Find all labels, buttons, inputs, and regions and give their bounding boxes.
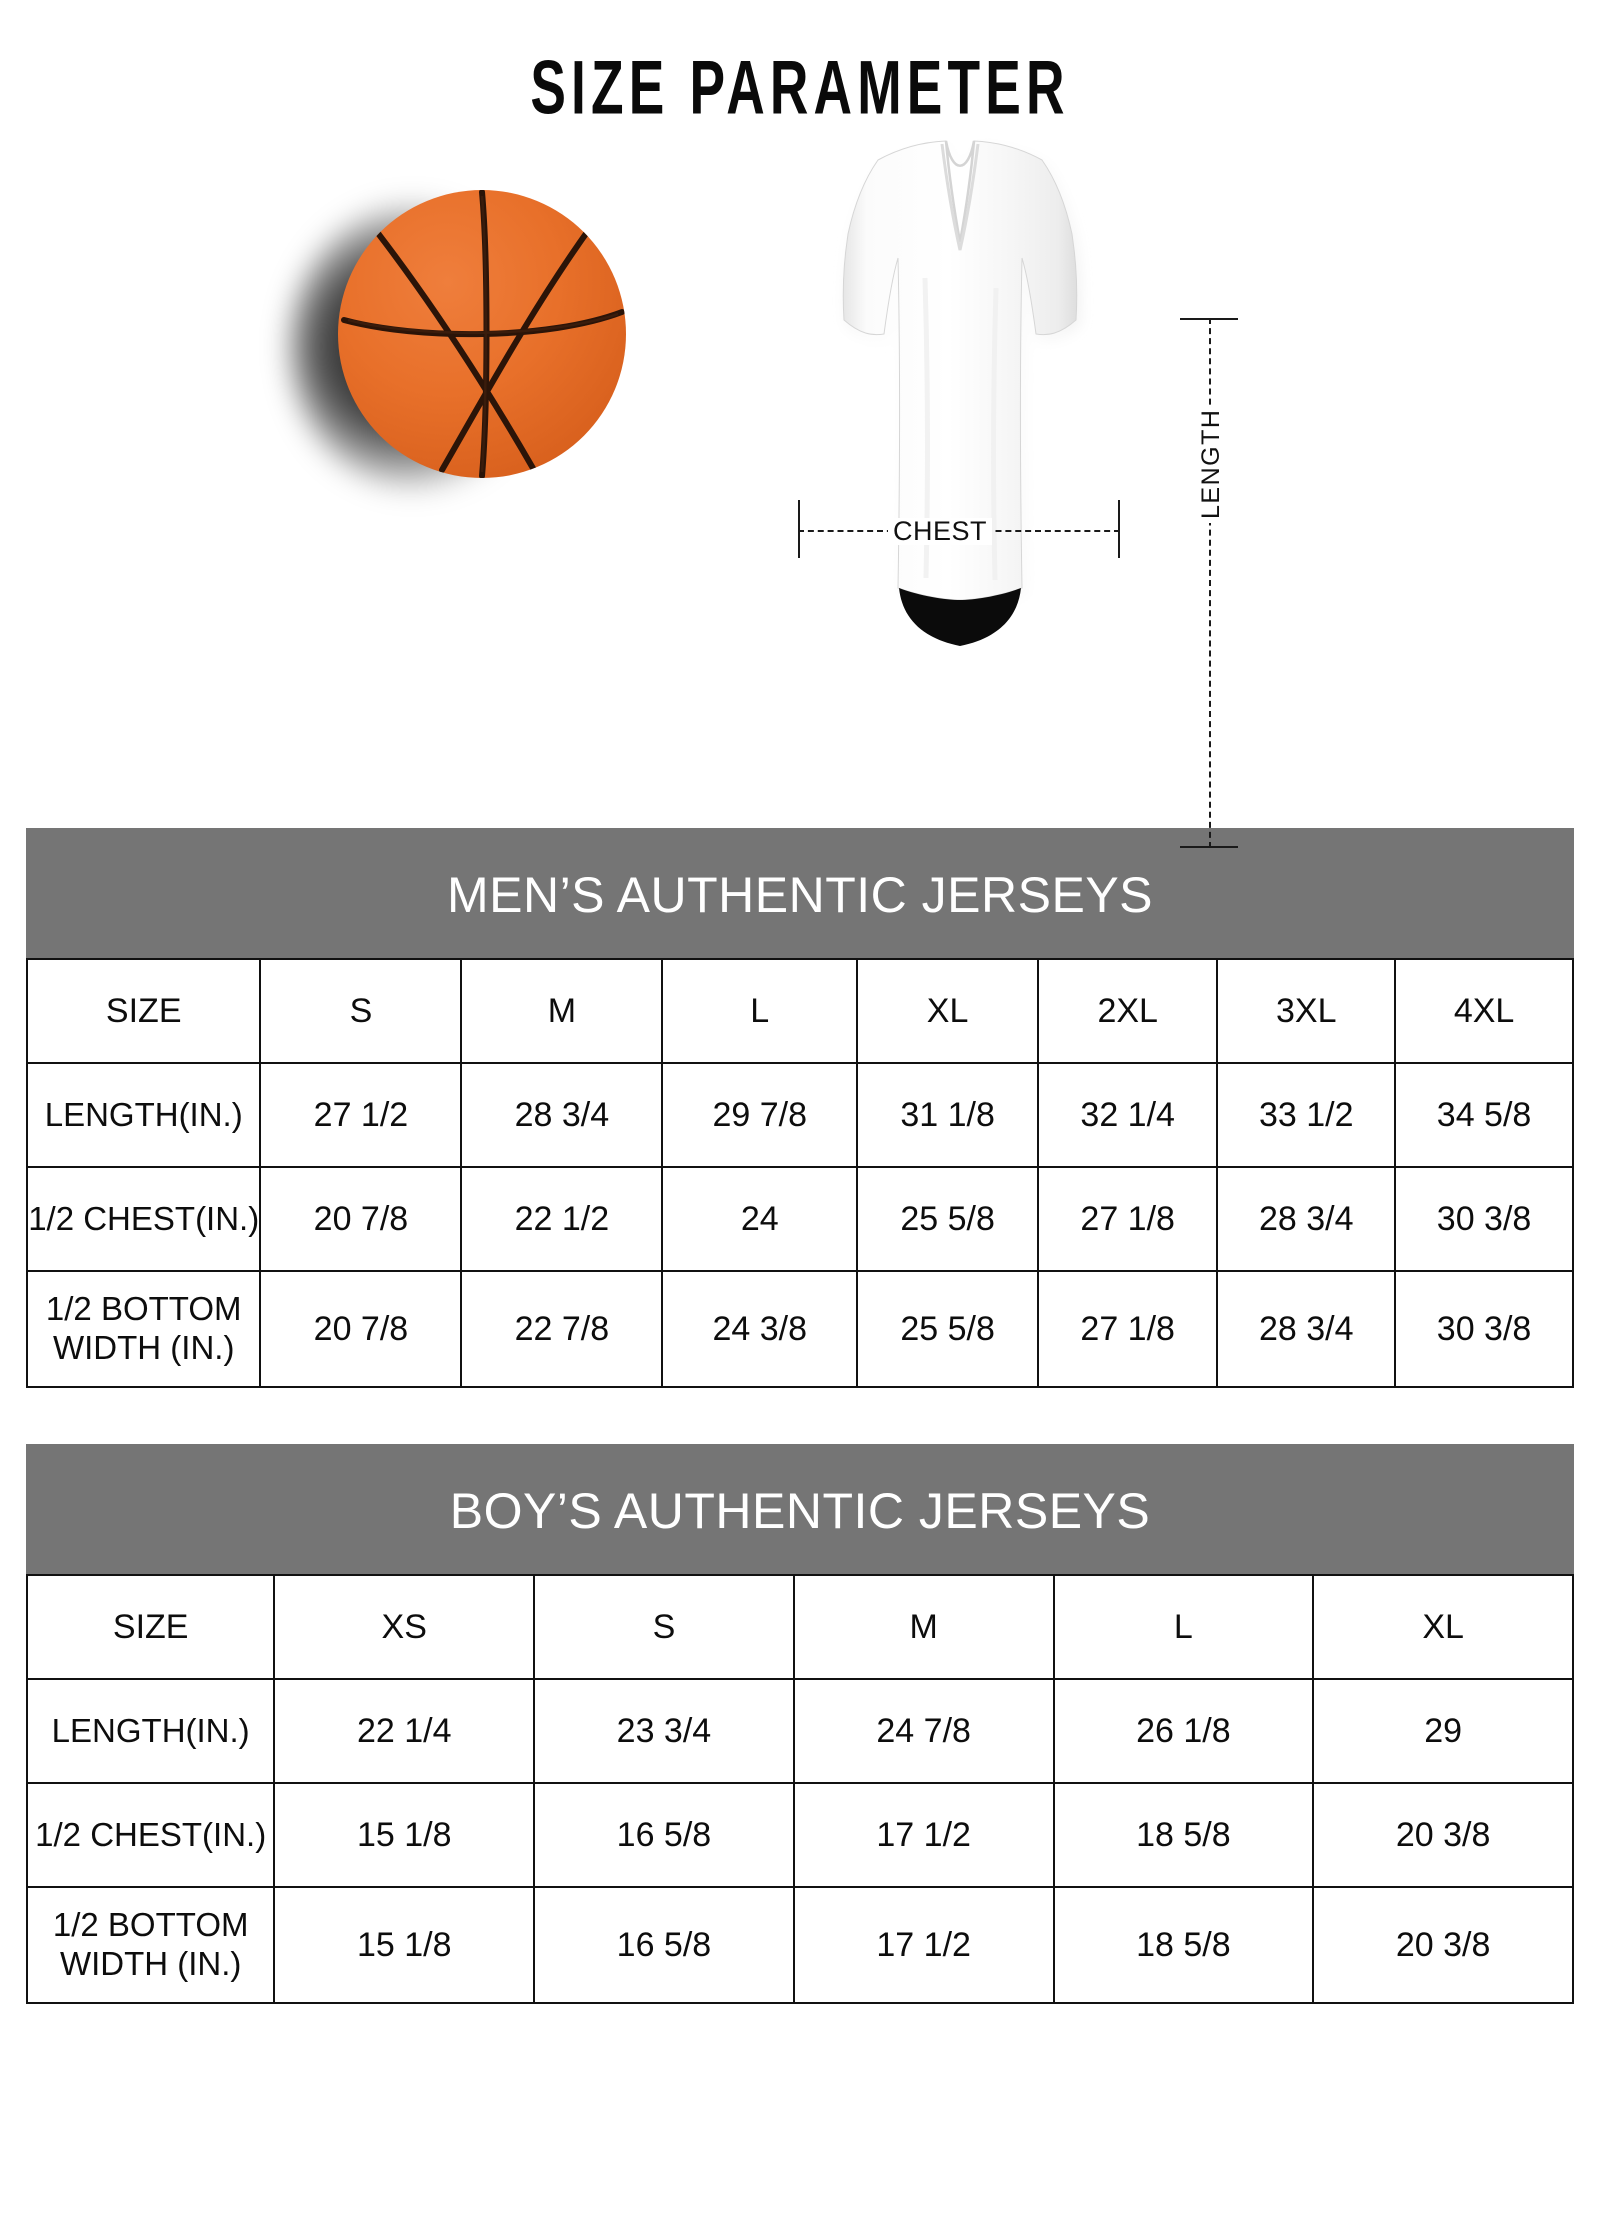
cell-bottom-4xl: 30 3/8 bbox=[1394, 1270, 1574, 1388]
cell-length-s: 23 3/4 bbox=[533, 1678, 795, 1784]
cell-bottom-s: 20 7/8 bbox=[259, 1270, 463, 1388]
cell-bottom-2xl: 27 1/8 bbox=[1037, 1270, 1219, 1388]
cell-chest-s: 20 7/8 bbox=[259, 1166, 463, 1272]
length-label: LENGTH bbox=[1196, 404, 1227, 523]
basketball-jersey-icon bbox=[760, 138, 1160, 718]
header-cell-m: M bbox=[792, 1574, 1055, 1680]
boys-size-chart: BOY’S AUTHENTIC JERSEYS SIZE XS S M L XL… bbox=[25, 1444, 1574, 2004]
page-title: SIZE PARAMETER bbox=[530, 46, 1070, 131]
cell-length-3xl: 33 1/2 bbox=[1216, 1062, 1397, 1168]
row-label-half-chest: 1/2 CHEST(IN.) bbox=[25, 1782, 276, 1888]
cell-bottom-s: 16 5/8 bbox=[533, 1886, 795, 2004]
header-cell-s: S bbox=[259, 958, 463, 1064]
header-cell-4xl: 4XL bbox=[1394, 958, 1574, 1064]
cell-length-4xl: 34 5/8 bbox=[1394, 1062, 1574, 1168]
cell-bottom-m: 17 1/2 bbox=[792, 1886, 1055, 2004]
table-row: 1/2 BOTTOM WIDTH (IN.) 20 7/8 22 7/8 24 … bbox=[25, 1270, 1574, 1388]
mens-chart-title: MEN’S AUTHENTIC JERSEYS bbox=[26, 828, 1574, 958]
header-cell-l: L bbox=[661, 958, 859, 1064]
header-cell-xs: XS bbox=[273, 1574, 536, 1680]
row-label-half-chest: 1/2 CHEST(IN.) bbox=[25, 1166, 262, 1272]
cell-bottom-xs: 15 1/8 bbox=[273, 1886, 536, 2004]
cell-bottom-xl: 20 3/8 bbox=[1312, 1886, 1574, 2004]
cell-bottom-l: 24 3/8 bbox=[661, 1270, 859, 1388]
row-label-line1: 1/2 BOTTOM bbox=[52, 1906, 249, 1944]
length-dimension-line bbox=[1209, 318, 1211, 848]
cell-chest-4xl: 30 3/8 bbox=[1394, 1166, 1574, 1272]
cell-chest-xl: 20 3/8 bbox=[1312, 1782, 1574, 1888]
illustration-area: CHEST LENGTH bbox=[0, 138, 1600, 848]
cell-chest-s: 16 5/8 bbox=[533, 1782, 795, 1888]
cell-length-xs: 22 1/4 bbox=[273, 1678, 536, 1784]
row-label-length: LENGTH(IN.) bbox=[25, 1678, 276, 1784]
row-label-half-bottom-width: 1/2 BOTTOM WIDTH (IN.) bbox=[25, 1886, 276, 2004]
cell-chest-2xl: 27 1/8 bbox=[1037, 1166, 1219, 1272]
header-cell-2xl: 2XL bbox=[1037, 958, 1219, 1064]
row-label-line2: WIDTH (IN.) bbox=[52, 1329, 235, 1366]
cell-bottom-l: 18 5/8 bbox=[1052, 1886, 1315, 2004]
header-cell-size: SIZE bbox=[25, 1574, 276, 1680]
table-row: LENGTH(IN.) 22 1/4 23 3/4 24 7/8 26 1/8 … bbox=[25, 1678, 1574, 1784]
basketball-icon bbox=[290, 186, 628, 496]
table-row: 1/2 CHEST(IN.) 20 7/8 22 1/2 24 25 5/8 2… bbox=[25, 1166, 1574, 1272]
header-cell-l: L bbox=[1052, 1574, 1315, 1680]
cell-length-xl: 31 1/8 bbox=[856, 1062, 1040, 1168]
header-cell-s: S bbox=[533, 1574, 795, 1680]
table-header-row: SIZE S M L XL 2XL 3XL 4XL bbox=[25, 958, 1574, 1064]
row-label-line2: WIDTH (IN.) bbox=[59, 1945, 242, 1982]
row-label-line1: 1/2 BOTTOM bbox=[45, 1290, 242, 1328]
cell-chest-xl: 25 5/8 bbox=[856, 1166, 1040, 1272]
cell-chest-l: 18 5/8 bbox=[1052, 1782, 1315, 1888]
header-cell-size: SIZE bbox=[25, 958, 262, 1064]
chest-tick-right bbox=[1118, 500, 1120, 558]
cell-chest-l: 24 bbox=[661, 1166, 859, 1272]
table-row: 1/2 CHEST(IN.) 15 1/8 16 5/8 17 1/2 18 5… bbox=[25, 1782, 1574, 1888]
cell-length-s: 27 1/2 bbox=[259, 1062, 463, 1168]
header-cell-xl: XL bbox=[856, 958, 1040, 1064]
cell-length-l: 29 7/8 bbox=[661, 1062, 859, 1168]
basketball-sphere bbox=[338, 190, 626, 478]
mens-size-chart: MEN’S AUTHENTIC JERSEYS SIZE S M L XL 2X… bbox=[25, 828, 1574, 1388]
cell-bottom-m: 22 7/8 bbox=[460, 1270, 664, 1388]
cell-length-l: 26 1/8 bbox=[1052, 1678, 1315, 1784]
cell-length-m: 28 3/4 bbox=[460, 1062, 664, 1168]
header-cell-3xl: 3XL bbox=[1216, 958, 1397, 1064]
boys-size-table: SIZE XS S M L XL LENGTH(IN.) 22 1/4 23 3… bbox=[25, 1574, 1574, 2004]
table-header-row: SIZE XS S M L XL bbox=[25, 1574, 1574, 1680]
chest-label: CHEST bbox=[888, 518, 993, 545]
cell-length-m: 24 7/8 bbox=[792, 1678, 1055, 1784]
table-row: LENGTH(IN.) 27 1/2 28 3/4 29 7/8 31 1/8 … bbox=[25, 1062, 1574, 1168]
row-label-length: LENGTH(IN.) bbox=[25, 1062, 262, 1168]
header-cell-m: M bbox=[460, 958, 664, 1064]
row-label-half-bottom-width: 1/2 BOTTOM WIDTH (IN.) bbox=[25, 1270, 262, 1388]
cell-chest-3xl: 28 3/4 bbox=[1216, 1166, 1397, 1272]
jersey-shape bbox=[842, 140, 1078, 646]
basketball-seams bbox=[341, 190, 625, 478]
cell-chest-m: 17 1/2 bbox=[792, 1782, 1055, 1888]
table-row: 1/2 BOTTOM WIDTH (IN.) 15 1/8 16 5/8 17 … bbox=[25, 1886, 1574, 2004]
mens-size-table: SIZE S M L XL 2XL 3XL 4XL LENGTH(IN.) 27… bbox=[25, 958, 1574, 1388]
header-cell-xl: XL bbox=[1312, 1574, 1574, 1680]
cell-chest-xs: 15 1/8 bbox=[273, 1782, 536, 1888]
cell-bottom-3xl: 28 3/4 bbox=[1216, 1270, 1397, 1388]
chest-tick-left bbox=[798, 500, 800, 558]
cell-length-xl: 29 bbox=[1312, 1678, 1574, 1784]
boys-chart-title: BOY’S AUTHENTIC JERSEYS bbox=[26, 1444, 1574, 1574]
cell-bottom-xl: 25 5/8 bbox=[856, 1270, 1040, 1388]
cell-chest-m: 22 1/2 bbox=[460, 1166, 664, 1272]
cell-length-2xl: 32 1/4 bbox=[1037, 1062, 1219, 1168]
